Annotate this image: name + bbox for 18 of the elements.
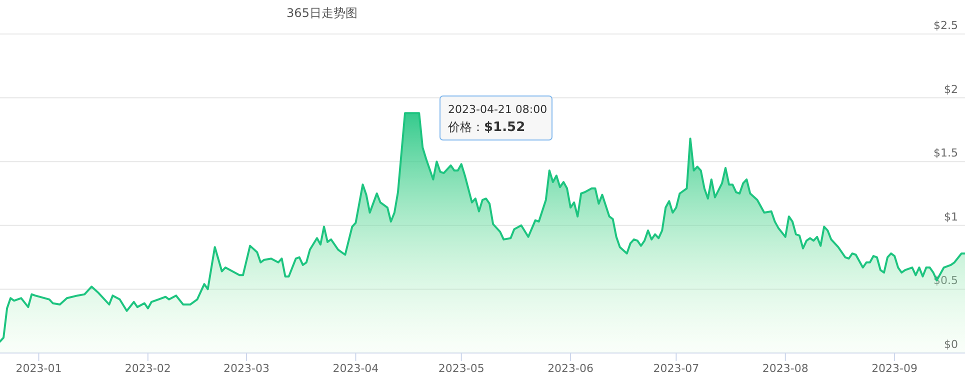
y-tick-label: $1 bbox=[944, 210, 958, 224]
x-tick-label: 2023-04 bbox=[332, 362, 379, 375]
y-tick-label: $0 bbox=[944, 338, 958, 351]
chart-title: 365日走势图 bbox=[286, 6, 358, 20]
x-tick-label: 2023-01 bbox=[16, 362, 62, 375]
annotation: 2023-04-21 08:00 bbox=[448, 103, 548, 116]
y-tick-label: $1.5 bbox=[934, 146, 958, 160]
y-tick-label: $2 bbox=[944, 82, 958, 96]
tooltip: 2023-04-21 08:00 价格：$1.52 bbox=[440, 96, 552, 140]
x-tick-label: 2023-06 bbox=[548, 362, 594, 375]
x-tick-label: 2023-07 bbox=[653, 362, 700, 375]
x-tick-label: 2023-09 bbox=[872, 362, 918, 375]
y-tick-label: $2.5 bbox=[934, 19, 958, 32]
x-tick-label: 2023-05 bbox=[438, 362, 484, 375]
annotation: 价格：$1.52 bbox=[447, 120, 526, 135]
x-tick-label: 2023-03 bbox=[224, 362, 270, 375]
x-tick-label: 2023-02 bbox=[124, 362, 171, 375]
x-tick-label: 2023-08 bbox=[762, 362, 808, 375]
